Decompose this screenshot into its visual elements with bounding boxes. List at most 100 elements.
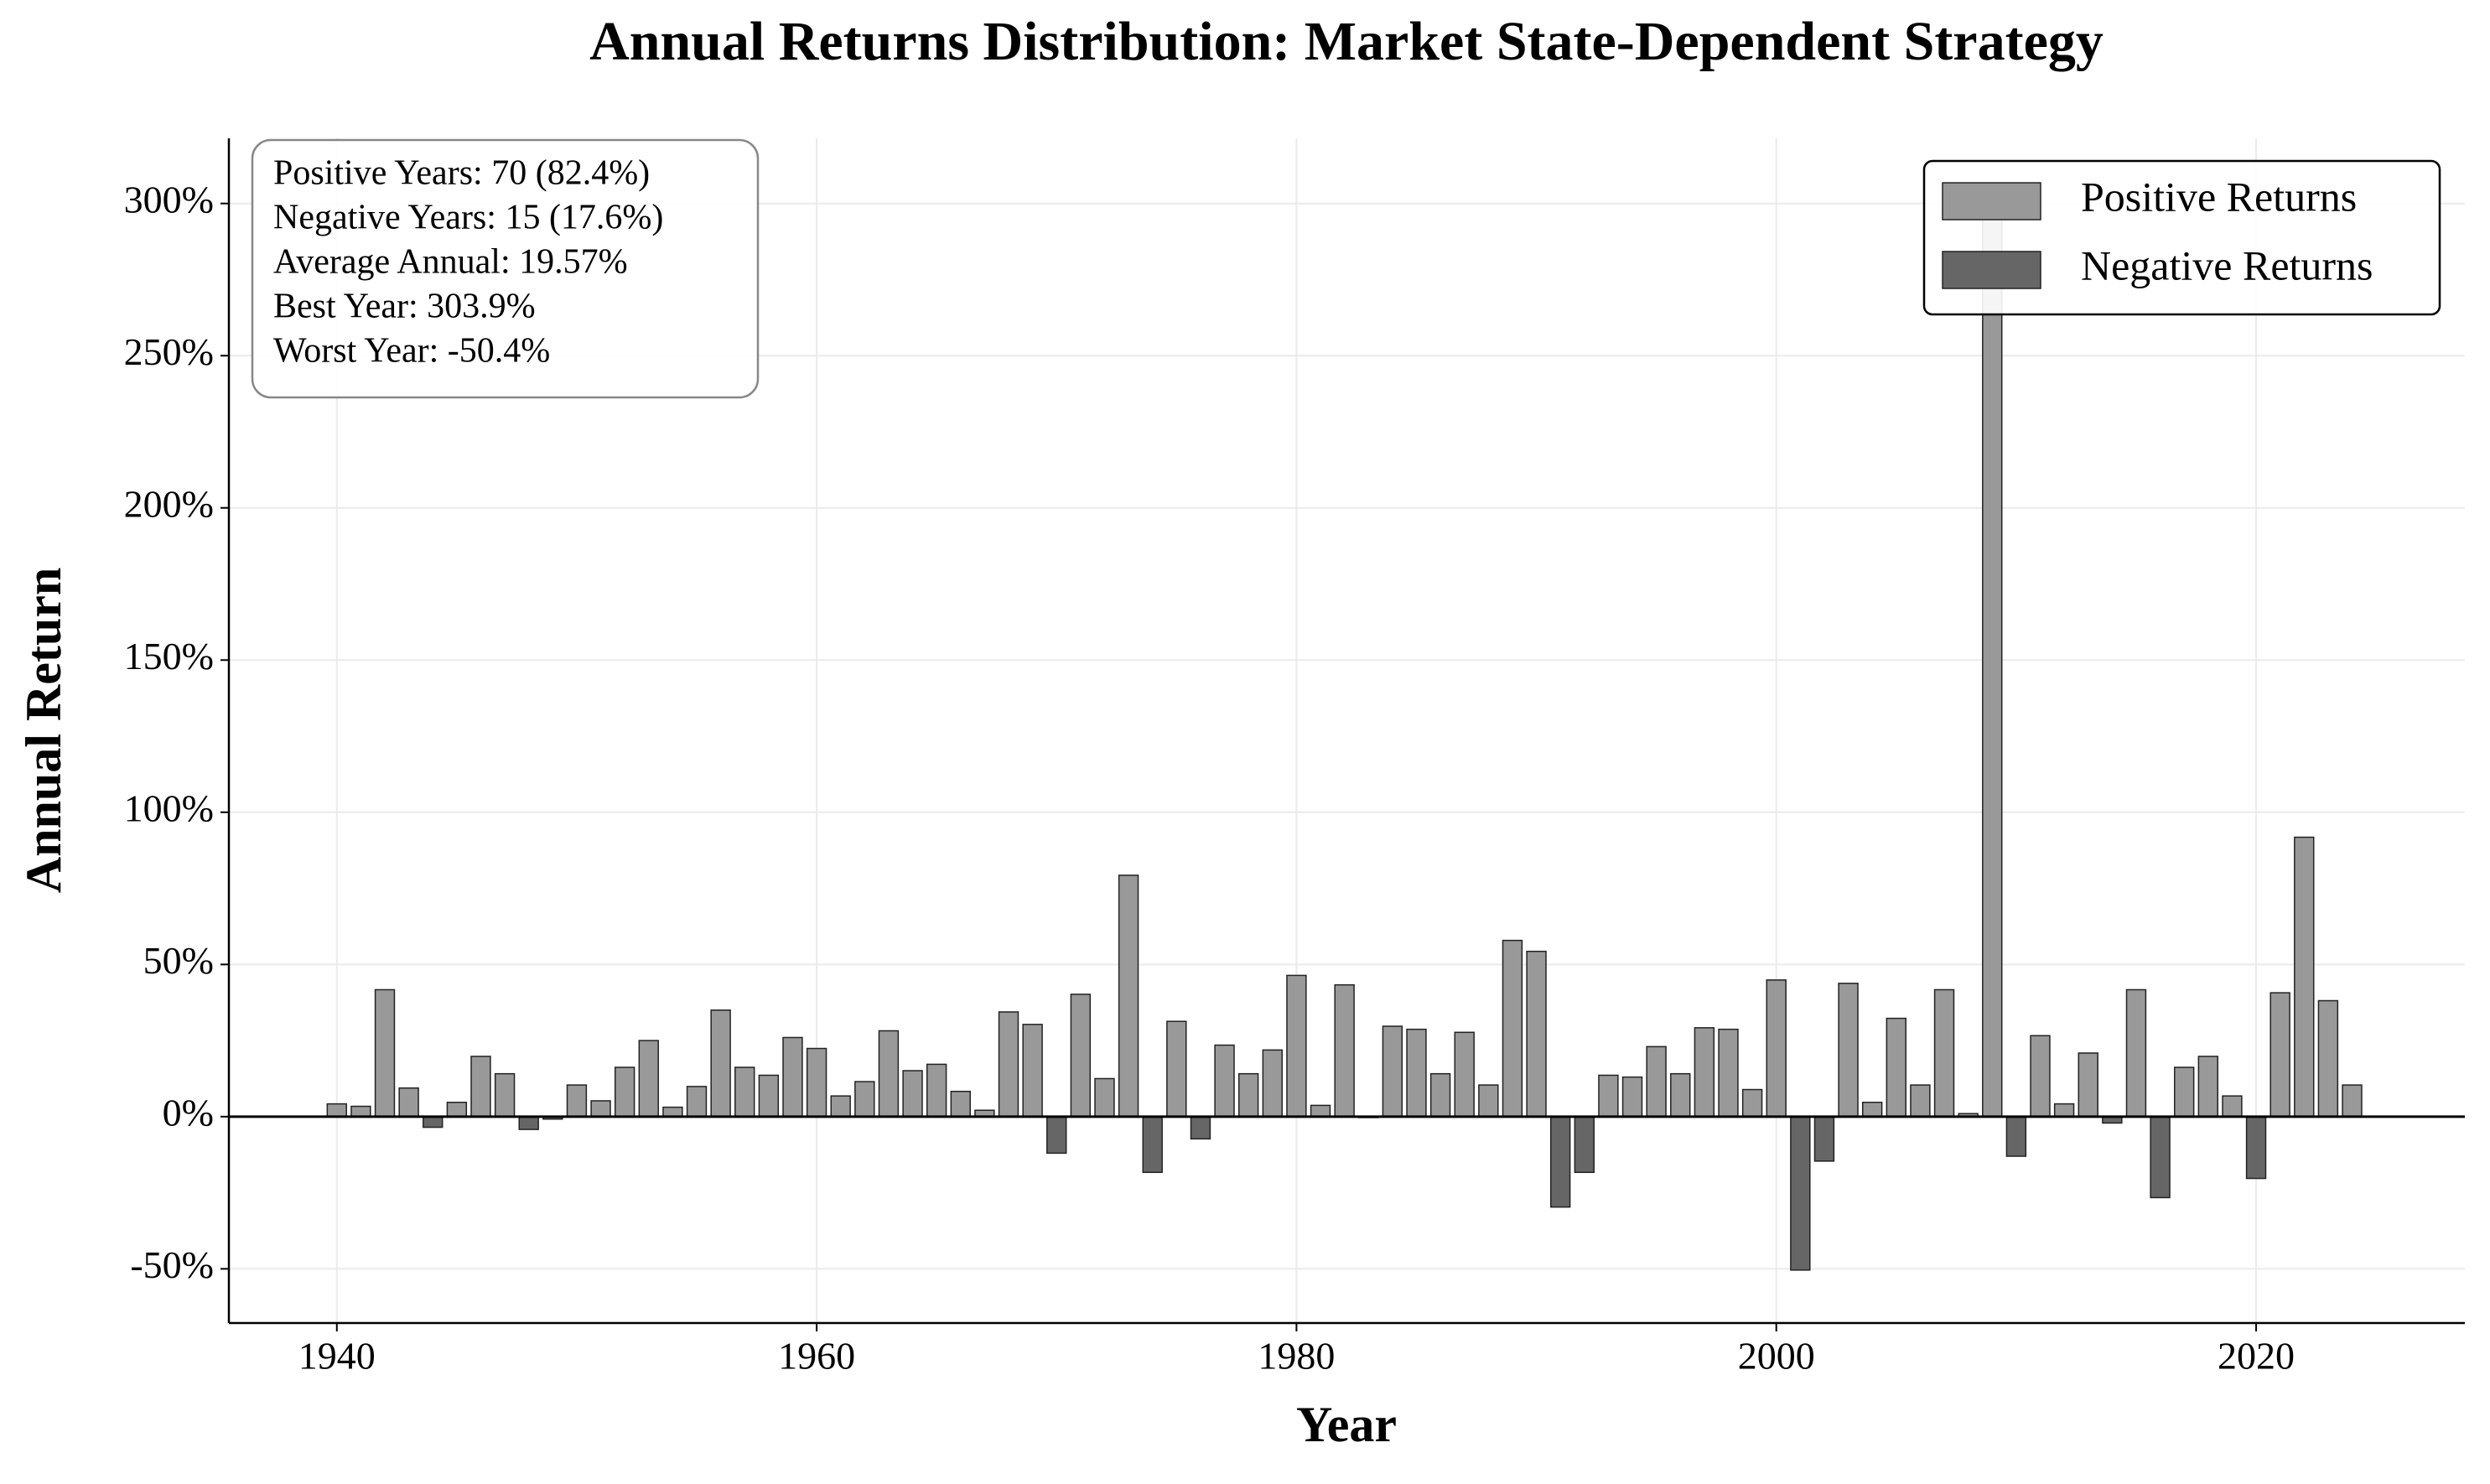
bar — [1694, 1027, 1715, 1118]
bar — [446, 1102, 468, 1118]
y-tick-label: 0% — [163, 1091, 214, 1134]
legend-label: Positive Returns — [2081, 173, 2357, 220]
bar — [662, 1106, 683, 1118]
bar — [2005, 1116, 2027, 1157]
bar — [398, 1087, 419, 1118]
bar — [1262, 1049, 1283, 1118]
bar — [1310, 1104, 1331, 1118]
bar — [950, 1090, 971, 1118]
y-tick-label: 300% — [124, 178, 214, 221]
x-tick-label: 1960 — [778, 1335, 855, 1378]
bar — [423, 1116, 444, 1129]
bar — [2245, 1116, 2267, 1180]
y-tick-label: 250% — [124, 330, 214, 373]
chart-title: Annual Returns Distribution: Market Stat… — [589, 11, 2104, 72]
bar — [2078, 1052, 2098, 1118]
bar — [710, 1009, 731, 1118]
bar — [878, 1030, 900, 1118]
y-tick-label: -50% — [130, 1243, 214, 1286]
y-tick-label: 100% — [124, 786, 214, 829]
bar — [1982, 190, 2003, 1118]
bar — [470, 1056, 491, 1118]
bar — [2294, 836, 2315, 1118]
bar — [2150, 1116, 2171, 1199]
bar — [326, 1103, 347, 1118]
bar — [2173, 1066, 2195, 1118]
bar — [1214, 1044, 1235, 1118]
bar — [830, 1095, 851, 1118]
legend-swatch — [1942, 251, 2041, 289]
bar — [1118, 874, 1139, 1118]
bar — [2197, 1056, 2219, 1118]
bar — [2342, 1084, 2363, 1118]
bar — [1286, 974, 1307, 1118]
bar — [1094, 1077, 1115, 1118]
stats-line: Negative Years: 15 (17.6%) — [273, 199, 663, 237]
bar — [902, 1070, 923, 1118]
bar — [1838, 983, 1859, 1118]
bar — [1813, 1116, 1835, 1162]
x-tick-label: 2000 — [1738, 1335, 1815, 1378]
x-tick-label: 2020 — [2218, 1335, 2295, 1378]
bar — [854, 1081, 875, 1118]
bar — [1910, 1084, 1931, 1118]
bar — [1886, 1017, 1906, 1118]
bar — [1070, 994, 1092, 1118]
y-axis-label: Annual Return — [16, 568, 71, 893]
bar — [686, 1086, 708, 1118]
bar — [758, 1074, 780, 1118]
bar — [1741, 1088, 1763, 1118]
bar — [494, 1072, 516, 1118]
bar — [566, 1084, 588, 1118]
bar — [350, 1105, 371, 1118]
bar — [1046, 1116, 1067, 1155]
x-axis-label: Year — [1296, 1397, 1397, 1452]
bar — [1670, 1072, 1691, 1118]
bar — [1502, 939, 1523, 1118]
stats-line: Average Annual: 19.57% — [273, 243, 628, 282]
bar — [2030, 1035, 2051, 1118]
stats-line: Best Year: 303.9% — [273, 288, 536, 326]
bar — [2222, 1095, 2243, 1118]
bar — [998, 1011, 1019, 1118]
bar — [1718, 1028, 1739, 1118]
y-tick-label: 50% — [143, 939, 214, 982]
bar — [1334, 983, 1355, 1118]
bar — [1574, 1116, 1595, 1174]
bar — [1382, 1025, 1403, 1118]
bar — [1190, 1116, 1211, 1140]
bar — [2317, 999, 2339, 1118]
y-tick-label: 150% — [124, 635, 214, 677]
bar — [1621, 1076, 1643, 1118]
bar — [1478, 1084, 1499, 1118]
bar — [1022, 1024, 1043, 1118]
legend: Positive Returns Negative Returns — [1922, 159, 2441, 316]
bar — [926, 1063, 947, 1118]
bar — [614, 1066, 635, 1118]
stats-line: Worst Year: -50.4% — [273, 332, 550, 371]
stats-box: Positive Years: 70 (82.4%) Negative Years… — [251, 138, 760, 399]
bar — [782, 1036, 803, 1118]
bar — [2053, 1103, 2075, 1118]
bar — [1526, 950, 1547, 1118]
y-tick-label: 200% — [124, 482, 214, 525]
stats-line: Positive Years: 70 (82.4%) — [273, 154, 650, 193]
bar — [1454, 1031, 1475, 1118]
bar — [2125, 988, 2147, 1118]
bar — [1933, 988, 1955, 1118]
bar — [1406, 1028, 1427, 1118]
bar — [1237, 1072, 1259, 1118]
bar — [1646, 1046, 1667, 1118]
bar — [518, 1116, 539, 1130]
bar — [1861, 1102, 1883, 1118]
bar — [2270, 992, 2290, 1118]
bar — [638, 1040, 659, 1118]
bar — [1549, 1116, 1571, 1208]
bar — [1429, 1072, 1451, 1118]
legend-label: Negative Returns — [2081, 241, 2373, 288]
bar — [1766, 979, 1787, 1118]
bar — [590, 1100, 611, 1118]
bar — [734, 1066, 755, 1118]
bar — [374, 988, 396, 1118]
